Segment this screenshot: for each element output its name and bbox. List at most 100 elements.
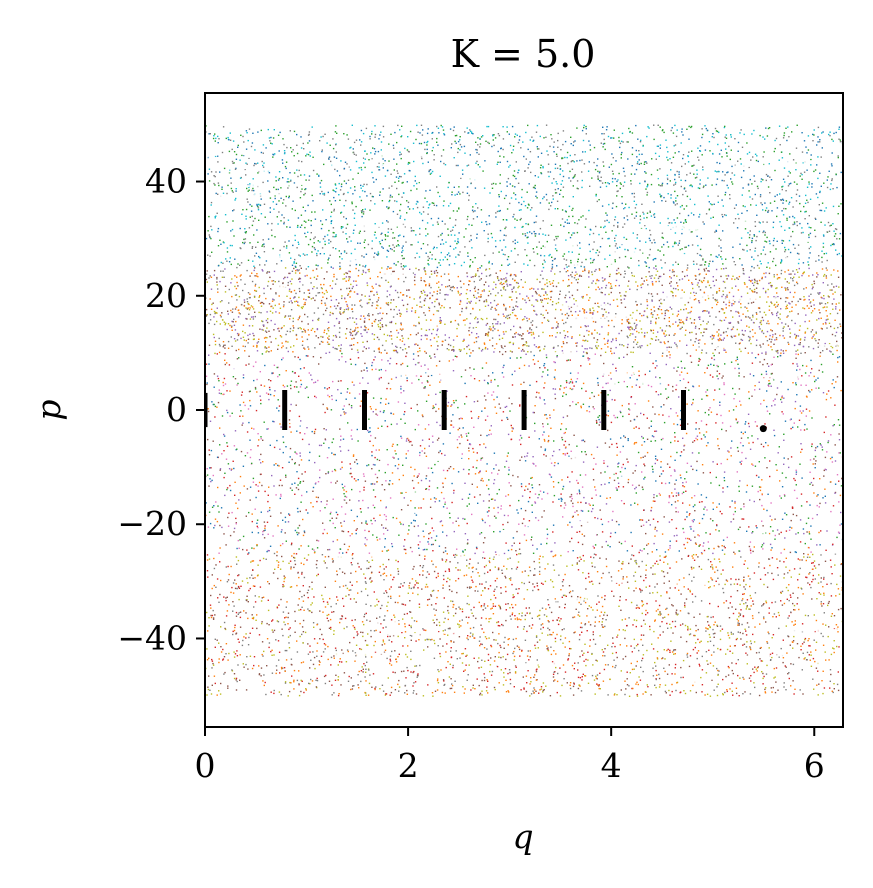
scatter-point — [242, 345, 244, 347]
scatter-point — [640, 328, 643, 330]
scatter-point — [743, 133, 745, 136]
scatter-point — [502, 219, 505, 221]
scatter-point — [760, 253, 762, 255]
scatter-point — [290, 309, 293, 311]
scatter-point — [819, 191, 821, 194]
scatter-point — [245, 339, 247, 342]
scatter-point — [564, 337, 566, 339]
scatter-point — [319, 343, 321, 345]
scatter-point — [755, 312, 758, 314]
scatter-point — [653, 277, 656, 279]
scatter-point — [325, 352, 327, 354]
scatter-point — [505, 280, 507, 282]
scatter-point — [355, 333, 358, 335]
scatter-point — [221, 312, 223, 314]
scatter-point — [415, 138, 417, 141]
scatter-point — [761, 203, 763, 206]
scatter-point — [749, 234, 751, 236]
scatter-point — [280, 197, 282, 199]
scatter-point — [804, 331, 807, 333]
scatter-point — [767, 344, 770, 346]
scatter-point — [314, 248, 316, 251]
scatter-point — [298, 287, 301, 290]
scatter-point — [589, 309, 591, 311]
scatter-point — [571, 336, 573, 338]
scatter-point — [345, 276, 348, 278]
scatter-point — [821, 328, 823, 330]
scatter-point — [742, 313, 744, 315]
scatter-point — [289, 280, 292, 283]
scatter-point — [760, 323, 763, 326]
scatter-point — [552, 198, 554, 200]
scatter-point — [786, 139, 788, 142]
scatter-point — [298, 317, 300, 319]
scatter-point — [417, 350, 419, 353]
scatter-point — [562, 130, 565, 132]
scatter-point — [300, 214, 303, 216]
scatter-point — [437, 223, 439, 225]
scatter-point — [502, 286, 504, 289]
scatter-point — [573, 141, 575, 143]
scatter-point — [441, 220, 444, 222]
scatter-point — [420, 335, 423, 337]
scatter-point — [583, 126, 585, 129]
scatter-point — [645, 241, 647, 243]
scatter-point — [564, 221, 566, 223]
scatter-point — [233, 338, 236, 340]
scatter-point — [615, 160, 617, 162]
scatter-point — [517, 333, 519, 335]
scatter-point — [388, 160, 390, 162]
scatter-point — [253, 296, 256, 298]
scatter-point — [716, 256, 719, 258]
scatter-point — [821, 256, 823, 259]
scatter-point — [217, 265, 220, 267]
scatter-point — [475, 141, 477, 143]
scatter-point — [423, 291, 426, 293]
scatter-point — [767, 175, 769, 177]
scatter-point — [440, 234, 442, 236]
scatter-point — [234, 258, 236, 260]
scatter-point — [243, 141, 245, 143]
scatter-point — [410, 227, 412, 229]
scatter-point — [251, 224, 254, 227]
scatter-point — [262, 239, 264, 241]
scatter-point — [266, 327, 268, 329]
scatter-point — [565, 239, 567, 241]
scatter-point — [533, 288, 535, 290]
scatter-point — [231, 228, 234, 231]
scatter-point — [651, 316, 654, 318]
scatter-point — [529, 288, 531, 290]
scatter-point — [708, 311, 710, 313]
scatter-point — [699, 254, 701, 256]
scatter-point — [588, 330, 590, 333]
scatter-point — [839, 325, 842, 327]
scatter-point — [654, 257, 657, 260]
scatter-point — [695, 337, 697, 340]
scatter-point — [680, 185, 682, 188]
scatter-point — [623, 294, 626, 297]
scatter-point — [814, 217, 816, 220]
scatter-point — [511, 309, 514, 311]
scatter-point — [624, 270, 626, 272]
scatter-point — [231, 160, 234, 163]
scatter-point — [601, 326, 603, 328]
scatter-point — [415, 333, 418, 336]
scatter-point — [243, 339, 245, 341]
scatter-point — [399, 234, 401, 236]
scatter-point — [469, 302, 471, 304]
scatter-point — [424, 271, 427, 273]
scatter-point — [368, 313, 370, 315]
scatter-point — [795, 337, 797, 339]
scatter-point — [262, 244, 264, 246]
scatter-point — [668, 317, 670, 319]
scatter-point — [266, 337, 268, 339]
scatter-point — [819, 209, 821, 212]
scatter-point — [609, 254, 611, 256]
scatter-point — [798, 276, 800, 278]
scatter-point — [298, 254, 300, 256]
scatter-point — [283, 150, 286, 152]
scatter-point — [400, 176, 402, 178]
scatter-point — [419, 211, 421, 214]
scatter-point — [368, 302, 370, 304]
scatter-point — [301, 160, 303, 163]
